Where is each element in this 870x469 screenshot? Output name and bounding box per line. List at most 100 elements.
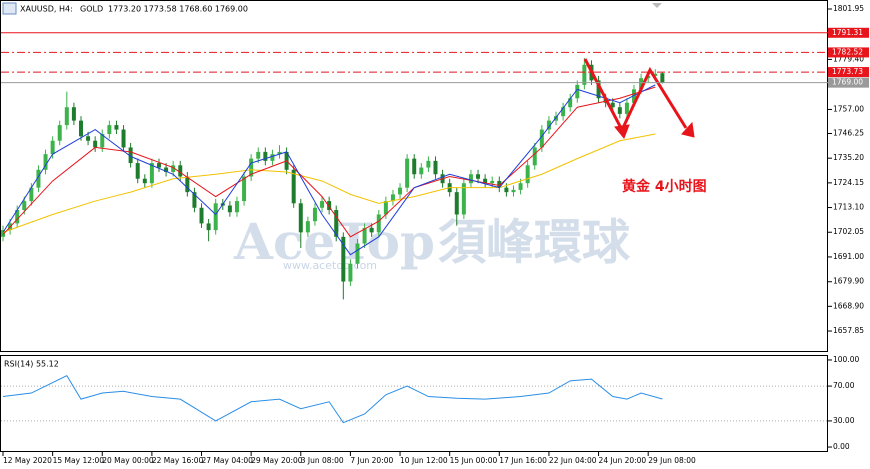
candle-body: [582, 64, 587, 85]
candle-body: [369, 227, 374, 233]
x-tick-label: 10 Jun 12:00: [400, 456, 448, 465]
candle-body: [1, 230, 5, 237]
candle-body: [426, 160, 431, 168]
candle-body: [149, 163, 154, 184]
candle-body: [15, 210, 20, 224]
x-tick-label: 7 Jun 20:00: [350, 456, 393, 465]
candle-body: [107, 125, 112, 135]
level-label: 1773.73: [832, 67, 863, 76]
candle-body: [263, 151, 268, 161]
rsi-line: [2, 374, 663, 424]
candle-body: [234, 201, 239, 213]
candle-body: [128, 147, 133, 164]
watermark-cn: 須峰環球: [438, 215, 631, 271]
rsi-title: RSI(14) 55.12: [4, 360, 59, 369]
candle-body: [213, 203, 218, 231]
candle-body: [483, 178, 488, 184]
candle-body: [135, 163, 140, 179]
annotation: 黄金 4小时图: [622, 178, 707, 195]
candle-body: [142, 178, 147, 184]
rsi-panel: [0, 355, 828, 452]
symbol-name: GOLD: [80, 5, 103, 14]
candle-body: [50, 140, 55, 155]
shift-marker: [652, 3, 662, 8]
y-tick-label: 1679.90: [833, 277, 864, 286]
candle-body: [412, 158, 417, 175]
watermark: AceTop: [233, 212, 435, 271]
rsi-tick-label: 100.00: [833, 355, 859, 364]
candle-body: [57, 125, 62, 141]
candle-body: [617, 107, 622, 114]
candle-body: [546, 120, 551, 130]
level-box: [828, 27, 869, 38]
x-tick-label: 17 Jun 16:00: [499, 456, 547, 465]
x-tick-label: 20 May 00:00: [102, 456, 154, 465]
rsi-tick-label: 0.00: [833, 442, 850, 451]
candle-body: [242, 176, 247, 202]
candle-body: [320, 201, 325, 208]
candle-body: [277, 151, 282, 155]
candle-body: [298, 203, 303, 233]
candle-body: [610, 102, 615, 108]
icon: [2, 2, 17, 15]
watermark-url: www.acetop.com: [283, 259, 377, 272]
y-tick-label: 1713.10: [833, 203, 864, 212]
candle-body: [93, 140, 98, 148]
x-tick-label: 15 Jun 00:00: [450, 456, 498, 465]
candle-body: [660, 73, 665, 83]
candle-body: [43, 154, 48, 170]
y-tick-label: 1668.90: [833, 301, 864, 310]
y-tick-label: 1691.00: [833, 252, 864, 261]
candle-body: [561, 107, 566, 117]
candle-body: [504, 187, 509, 193]
candle-body: [461, 183, 466, 215]
y-tick-label: 1757.00: [833, 104, 864, 113]
candle-body: [398, 187, 403, 195]
candle-body: [419, 167, 424, 175]
y-tick-label: 1779.40: [833, 54, 864, 63]
candle-body: [100, 134, 105, 148]
candle-body: [639, 78, 644, 90]
zigzag: [583, 58, 695, 139]
candle-body: [518, 183, 523, 190]
x-tick-label: 15 May 12:00: [53, 456, 105, 465]
candle-body: [362, 227, 367, 244]
x-tick-label: 24 Jun 20:00: [599, 456, 647, 465]
candle-body: [490, 180, 495, 184]
candle-body: [305, 221, 310, 233]
candle-body: [334, 210, 339, 237]
y-tick-label: 1746.25: [833, 128, 864, 137]
level-box: [828, 77, 869, 88]
moving-average: [2, 133, 656, 233]
candle-body: [256, 151, 261, 159]
candle-body: [532, 147, 537, 166]
x-tick-label: 22 Jun 04:00: [549, 456, 597, 465]
candle-body: [390, 194, 395, 202]
candle-body: [554, 116, 559, 121]
y-tick-label: 1801.95: [833, 4, 864, 13]
ohlc: 1773.20 1773.58 1768.60 1769.00: [108, 5, 248, 14]
candle-body: [227, 205, 232, 213]
candle-body: [64, 107, 69, 126]
rsi-tick-label: 30.00: [833, 416, 855, 425]
candle-body: [511, 189, 516, 193]
candle-body: [575, 84, 580, 99]
moving-average: [2, 86, 656, 238]
candle-body: [596, 80, 601, 99]
candle-body: [525, 165, 530, 184]
x-tick-label: 22 May 16:00: [152, 456, 204, 465]
candle-body: [539, 129, 544, 148]
candle-body: [497, 180, 502, 188]
candle-body: [312, 207, 317, 222]
candle-body: [454, 192, 459, 215]
candle-body: [206, 223, 211, 231]
candle-body: [249, 158, 254, 177]
candle-body: [71, 107, 76, 121]
candle-body: [185, 176, 190, 193]
candle-body: [178, 165, 183, 177]
candle-body: [171, 165, 176, 173]
candle-body: [36, 169, 41, 188]
candle-body: [355, 243, 360, 264]
candle-body: [341, 236, 346, 282]
candle-body: [86, 136, 91, 141]
